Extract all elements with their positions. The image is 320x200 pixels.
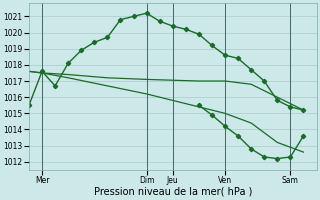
X-axis label: Pression niveau de la mer( hPa ): Pression niveau de la mer( hPa ) bbox=[93, 187, 252, 197]
